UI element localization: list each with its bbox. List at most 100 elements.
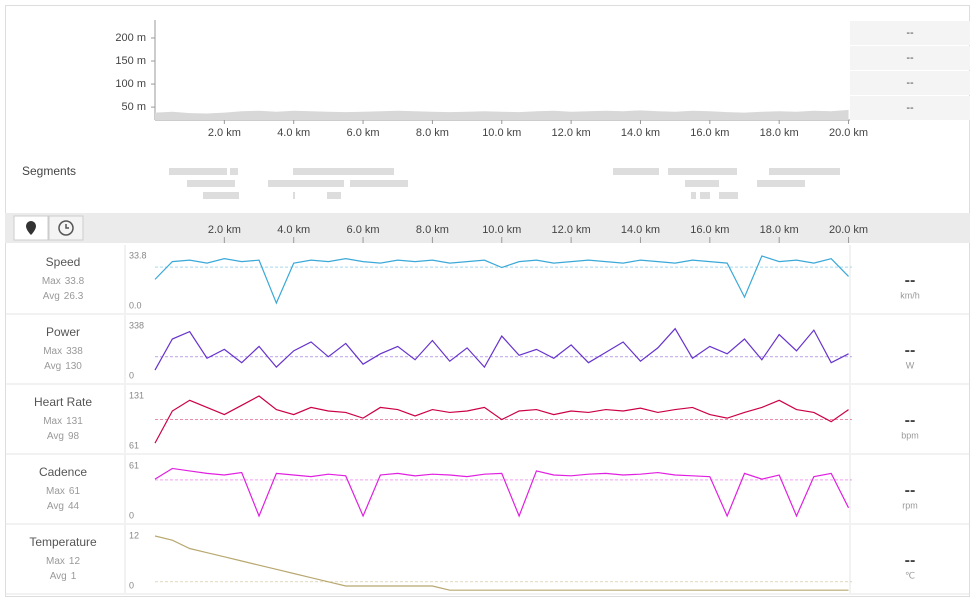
clock-icon: [58, 220, 74, 236]
side-box: [850, 46, 970, 70]
stat-label: Max: [46, 556, 65, 567]
unit: km/h: [900, 290, 920, 300]
stream-max: Max 131: [43, 416, 83, 427]
stat-value: 12: [69, 556, 81, 567]
stat-value: 338: [66, 346, 83, 357]
x-tick-label: 4.0 km: [277, 224, 310, 236]
y-tick-label: 0: [129, 510, 134, 520]
x-tick-label: 4.0 km: [277, 127, 310, 139]
y-tick-label: 150 m: [115, 55, 146, 67]
stat-value: 1: [71, 571, 77, 582]
x-tick-label: 12.0 km: [552, 224, 591, 236]
stream-line: [154, 255, 849, 305]
side-value: --: [906, 52, 914, 64]
side-box: [850, 21, 970, 45]
stream-line: [154, 467, 850, 518]
stream-name: Cadence: [39, 465, 87, 479]
y-tick-label: 200 m: [115, 32, 146, 44]
stream-name: Power: [46, 325, 80, 339]
stream-line: [154, 535, 849, 591]
stream-avg: Avg 1: [50, 571, 77, 582]
stream-avg: Avg 26.3: [43, 291, 84, 302]
stat-value: 61: [69, 486, 81, 497]
x-tick-label: 14.0 km: [621, 224, 660, 236]
stream-avg: Avg 44: [47, 501, 80, 512]
y-tick-label: 0: [129, 370, 134, 380]
side-box: [850, 71, 970, 95]
stat-label: Avg: [43, 291, 60, 302]
stream-line: [154, 395, 849, 444]
stat-value: 131: [66, 416, 83, 427]
unit: ℃: [905, 570, 915, 580]
x-tick-label: 18.0 km: [760, 127, 799, 139]
stat-value: 33.8: [65, 276, 85, 287]
side-value: --: [906, 27, 914, 39]
unit: W: [906, 360, 915, 370]
y-tick-label: 61: [129, 460, 139, 470]
stream-name: Heart Rate: [34, 395, 92, 409]
frame: [5, 5, 970, 597]
current-value: --: [905, 482, 916, 499]
stat-label: Avg: [44, 361, 61, 372]
y-tick-label: 12: [129, 530, 139, 540]
stream-line: [154, 327, 849, 371]
x-tick-label: 20.0 km: [829, 224, 868, 236]
x-tick-label: 20.0 km: [829, 127, 868, 139]
stat-value: 26.3: [64, 291, 84, 302]
x-tick-label: 8.0 km: [416, 224, 449, 236]
y-tick-label: 0.0: [129, 300, 142, 310]
stream-name: Temperature: [29, 535, 97, 549]
side-value: --: [906, 102, 914, 114]
stream-avg: Avg 98: [47, 431, 80, 442]
x-tick-label: 6.0 km: [347, 224, 380, 236]
stat-label: Avg: [47, 431, 64, 442]
y-tick-label: 61: [129, 440, 139, 450]
current-value: --: [905, 342, 916, 359]
current-value: --: [905, 552, 916, 569]
stat-label: Max: [43, 346, 62, 357]
x-tick-label: 2.0 km: [208, 127, 241, 139]
current-value: --: [905, 272, 916, 289]
y-tick-label: 131: [129, 390, 144, 400]
stream-avg: Avg 130: [44, 361, 82, 372]
x-tick-label: 10.0 km: [482, 224, 521, 236]
unit: bpm: [901, 430, 919, 440]
current-value: --: [905, 412, 916, 429]
clock-hands: [65, 224, 69, 229]
y-tick-label: 50 m: [122, 101, 146, 113]
x-tick-label: 16.0 km: [690, 127, 729, 139]
stream-max: Max 61: [46, 486, 80, 497]
y-tick-label: 338: [129, 320, 144, 330]
x-tick-label: 16.0 km: [690, 224, 729, 236]
x-tick-label: 14.0 km: [621, 127, 660, 139]
y-tick-label: 0: [129, 580, 134, 590]
stream-name: Speed: [46, 255, 81, 269]
x-tick-label: 2.0 km: [208, 224, 241, 236]
stat-label: Max: [42, 276, 61, 287]
stat-label: Max: [46, 486, 65, 497]
stat-value: 44: [68, 501, 80, 512]
side-box: [850, 96, 970, 120]
stream-max: Max 338: [43, 346, 83, 357]
unit: rpm: [902, 500, 918, 510]
stream-max: Max 12: [46, 556, 80, 567]
segment-bars: [169, 168, 840, 199]
stat-label: Max: [43, 416, 62, 427]
side-value: --: [906, 77, 914, 89]
x-tick-label: 6.0 km: [347, 127, 380, 139]
pin-icon: [26, 221, 36, 235]
stat-label: Avg: [50, 571, 67, 582]
x-tick-label: 8.0 km: [416, 127, 449, 139]
y-tick-label: 100 m: [115, 78, 146, 90]
x-tick-label: 10.0 km: [482, 127, 521, 139]
stat-label: Avg: [47, 501, 64, 512]
stat-value: 98: [68, 431, 80, 442]
elevation-area: [155, 109, 849, 120]
stat-value: 130: [65, 361, 82, 372]
segments-label: Segments: [22, 164, 76, 178]
x-tick-label: 18.0 km: [760, 224, 799, 236]
toolbar: [5, 213, 970, 243]
stream-max: Max 33.8: [42, 276, 85, 287]
x-tick-label: 12.0 km: [552, 127, 591, 139]
